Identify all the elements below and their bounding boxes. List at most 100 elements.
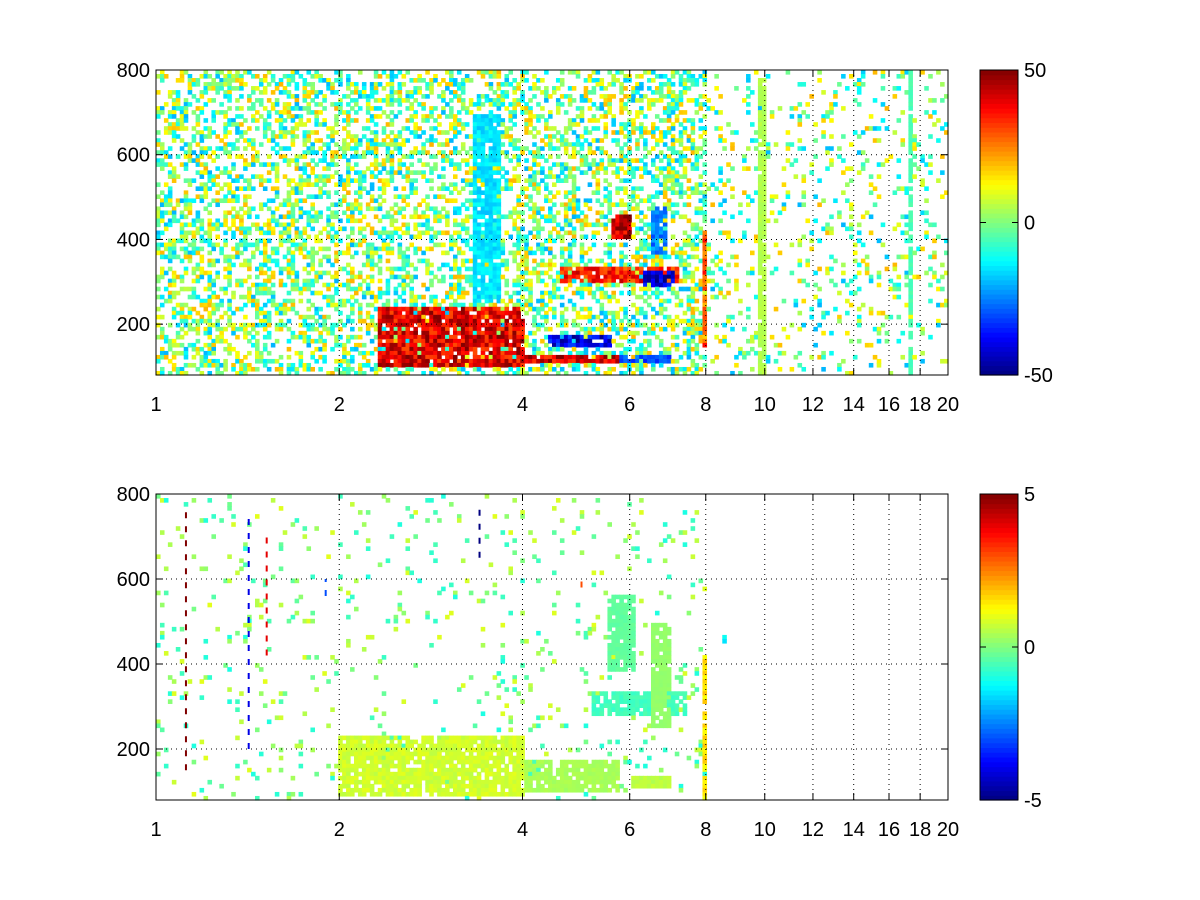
- heatmap-cell: [302, 330, 308, 336]
- heatmap-cell: [631, 354, 636, 360]
- heatmap-cell: [587, 270, 593, 276]
- heatmap-cell: [500, 214, 506, 220]
- heatmap-cell: [464, 274, 470, 280]
- heatmap-cell: [346, 170, 351, 175]
- heatmap-cell: [425, 86, 430, 91]
- heatmap-cell: [484, 250, 490, 256]
- heatmap-cell: [449, 334, 454, 340]
- heatmap-cell: [583, 338, 589, 344]
- heatmap-cell: [441, 298, 446, 304]
- heatmap-cell: [544, 98, 549, 103]
- heatmap-cell: [619, 242, 624, 248]
- heatmap-cell: [167, 290, 173, 296]
- heatmap-cell: [231, 206, 236, 212]
- heatmap-cell: [460, 202, 466, 208]
- heatmap-cell: [247, 210, 252, 216]
- heatmap-cell: [662, 194, 668, 200]
- heatmap-cell: [484, 290, 490, 296]
- heatmap-cell: [334, 242, 339, 248]
- heatmap-cell: [302, 122, 308, 127]
- heatmap-cell: [156, 150, 161, 155]
- heatmap-cell: [385, 282, 391, 288]
- heatmap-cell: [480, 246, 486, 252]
- heatmap-cell: [167, 342, 173, 348]
- heatmap-cell: [472, 226, 478, 232]
- heatmap-cell: [496, 222, 502, 228]
- heatmap-cell: [243, 178, 248, 183]
- heatmap-cell: [156, 230, 161, 236]
- heatmap-cell: [397, 146, 403, 151]
- heatmap-cell: [163, 182, 169, 187]
- heatmap-cell: [385, 214, 391, 220]
- heatmap-cell: [207, 274, 213, 280]
- heatmap-cell: [350, 334, 355, 340]
- heatmap-cell: [156, 214, 161, 220]
- heatmap-cell: [243, 70, 248, 75]
- heatmap-cell: [476, 318, 482, 324]
- heatmap-cell: [429, 346, 434, 352]
- heatmap-cell: [496, 370, 502, 376]
- heatmap-cell: [171, 310, 177, 316]
- heatmap-cell: [453, 130, 458, 135]
- heatmap-cell: [658, 338, 664, 344]
- heatmap-cell: [548, 166, 553, 171]
- heatmap-cell: [227, 278, 232, 284]
- heatmap-cell: [405, 346, 411, 352]
- heatmap-cell: [357, 94, 363, 99]
- heatmap-cell: [243, 186, 248, 191]
- heatmap-cell: [555, 222, 561, 228]
- heatmap-cell: [658, 150, 664, 155]
- heatmap-cell: [484, 314, 490, 320]
- heatmap-cell: [639, 350, 644, 356]
- heatmap-cell: [552, 214, 557, 220]
- heatmap-cell: [488, 242, 494, 248]
- heatmap-cell: [203, 86, 209, 91]
- heatmap-cell: [385, 250, 391, 256]
- heatmap-cell: [235, 354, 240, 360]
- heatmap-cell: [666, 154, 672, 159]
- heatmap-cell: [488, 254, 494, 260]
- heatmap-cell: [579, 226, 585, 232]
- heatmap-cell: [310, 90, 315, 95]
- heatmap-cell: [401, 290, 407, 296]
- heatmap-cell: [496, 190, 502, 195]
- heatmap-cell: [476, 306, 482, 312]
- heatmap-cell: [357, 202, 363, 208]
- heatmap-cell: [346, 190, 351, 195]
- heatmap-cell: [496, 170, 502, 175]
- heatmap-cell: [385, 290, 391, 296]
- heatmap-cell: [251, 254, 256, 260]
- heatmap-cell: [338, 282, 343, 288]
- heatmap-cell: [488, 322, 494, 328]
- heatmap-cell: [338, 358, 343, 364]
- heatmap-cell: [488, 314, 494, 320]
- heatmap-cell: [654, 294, 660, 300]
- heatmap-cell: [211, 338, 216, 344]
- heatmap-cell: [595, 342, 601, 348]
- heatmap-cell: [354, 142, 359, 147]
- heatmap-cell: [298, 322, 304, 328]
- heatmap-cell: [294, 102, 300, 107]
- heatmap-cell: [377, 254, 383, 260]
- heatmap-cell: [559, 278, 565, 284]
- heatmap-cell: [377, 114, 383, 119]
- heatmap-cell: [195, 98, 201, 103]
- heatmap-cell: [567, 166, 573, 171]
- heatmap-cell: [472, 250, 478, 256]
- heatmap-cell: [579, 338, 585, 344]
- heatmap-cell: [274, 262, 280, 268]
- heatmap-cell: [591, 242, 597, 248]
- heatmap-cell: [274, 258, 280, 264]
- heatmap-cell: [282, 134, 288, 139]
- heatmap-cell: [156, 106, 161, 111]
- heatmap-cell: [623, 326, 628, 332]
- heatmap-cell: [290, 118, 296, 123]
- heatmap-cell: [460, 294, 466, 300]
- heatmap-cell: [338, 302, 343, 308]
- heatmap-cell: [365, 190, 371, 195]
- heatmap-cell: [532, 182, 537, 187]
- heatmap-cell: [639, 358, 644, 364]
- heatmap-cell: [385, 242, 391, 248]
- heatmap-cell: [282, 266, 288, 272]
- heatmap-cell: [567, 298, 573, 304]
